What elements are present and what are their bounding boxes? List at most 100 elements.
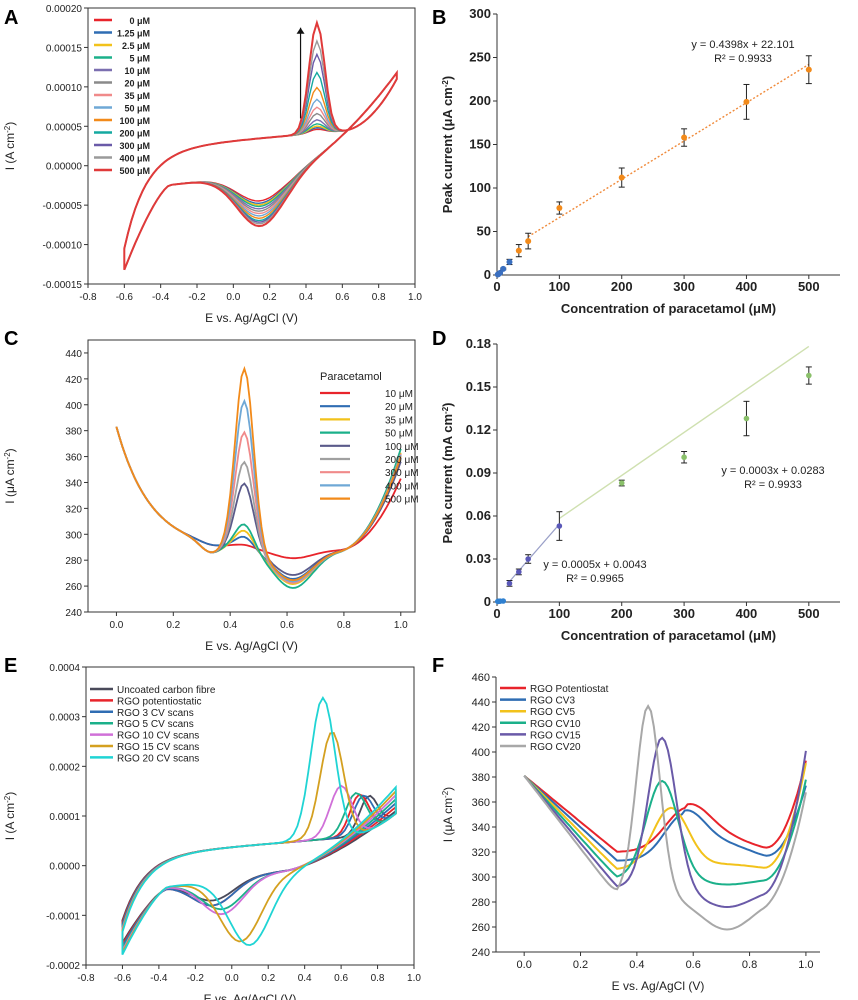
- y-tick-label: 150: [469, 137, 491, 152]
- chart-panel-d: 0 100 200 300 400 500 0 0.03 0.06 0.09 0.12 0.15 0.1…: [440, 336, 840, 643]
- y-tick-label: 0.00020: [46, 4, 83, 15]
- series-line: [121, 784, 397, 952]
- y-tick-label: -0.00005: [43, 201, 83, 212]
- y-tick-label: 340: [472, 822, 490, 834]
- data-point: [516, 569, 522, 575]
- x-tick-label: 400: [736, 279, 758, 294]
- legend-label: 2.5 μM: [122, 41, 150, 51]
- x-tick-label: 500: [798, 606, 820, 621]
- y-tick-label: 280: [472, 897, 490, 909]
- x-tick-label: 500: [798, 279, 820, 294]
- legend-label: RGO CV5: [530, 707, 575, 718]
- legend-label: 300 μM: [119, 141, 150, 151]
- y-tick-label: 280: [65, 556, 82, 567]
- series-line: [123, 70, 398, 271]
- y-tick-label: 0.15: [466, 379, 491, 394]
- y-tick-label: 0.00000: [46, 162, 83, 173]
- data-point: [500, 598, 507, 604]
- legend-label: 35 μM: [385, 415, 413, 426]
- x-tick-label: 0.0: [109, 620, 123, 631]
- x-tick-label: 300: [673, 606, 695, 621]
- x-tick-label: 100: [549, 606, 571, 621]
- legend-label: 300 μM: [385, 468, 419, 479]
- x-tick-label: 1.0: [798, 959, 813, 971]
- x-tick-label: 1.0: [408, 292, 422, 303]
- y-tick-label: 0.12: [466, 422, 491, 437]
- series-line: [115, 365, 402, 582]
- y-tick-label: 0.0004: [49, 663, 80, 674]
- y-axis-title: Peak current (mA cm-2): [440, 402, 455, 543]
- x-tick-label: -0.6: [114, 973, 132, 984]
- data-point: [525, 556, 531, 562]
- series-line: [123, 70, 398, 271]
- fit-equation-low: y = 0.0005x + 0.0043: [543, 559, 646, 571]
- x-axis-title: E vs. Ag/AgCl (V): [204, 992, 297, 1000]
- panel-label-f: F: [432, 655, 444, 677]
- x-tick-label: 1.0: [394, 620, 408, 631]
- y-tick-label: 300: [472, 872, 490, 884]
- chart-panel-e: -0.8 -0.6 -0.4 -0.2 0.0 0.2 0.4 0.6 0.8 1.0 -0.000…: [3, 663, 421, 1000]
- panel-label-b: B: [432, 7, 446, 29]
- y-tick-label: 340: [65, 478, 82, 489]
- chart-panel-a: -0.8 -0.6 -0.4 -0.2 0.0 0.2 0.4 0.6 0.8 1.0 -0.000…: [3, 4, 422, 325]
- y-tick-label: 0.09: [466, 465, 491, 480]
- legend-label: 400 μM: [119, 154, 150, 164]
- y-tick-label: 360: [472, 797, 490, 809]
- y-tick-label: 0.0000: [49, 862, 80, 873]
- y-tick-label: 0.0001: [49, 812, 80, 823]
- y-tick-label: 320: [472, 847, 490, 859]
- y-tick-label: -0.0002: [46, 961, 80, 972]
- x-tick-label: 0: [493, 279, 500, 294]
- y-tick-label: 0: [484, 267, 491, 282]
- x-tick-label: 0.8: [337, 620, 351, 631]
- x-tick-label: -0.4: [152, 292, 170, 303]
- chart-panel-c: 0.0 0.2 0.4 0.6 0.8 1.0 240 260 280 300 320 340 360 3…: [3, 339, 419, 653]
- x-tick-label: 1.0: [407, 973, 421, 984]
- series-line: [123, 70, 398, 271]
- data-point: [556, 205, 563, 212]
- x-axis-title: Concentration of paracetamol (μM): [561, 628, 776, 643]
- y-axis-title: I (A cm-2): [3, 122, 17, 170]
- legend-label: RGO 5 CV scans: [117, 719, 194, 730]
- y-tick-label: 400: [65, 401, 82, 412]
- y-axis-title: I (A cm-2): [3, 792, 17, 840]
- x-tick-label: 0.4: [299, 292, 313, 303]
- legend-label: RGO Potentiostat: [530, 684, 609, 695]
- y-axis-title: Peak current (μA cm-2): [440, 76, 455, 213]
- x-axis-title: E vs. Ag/AgCl (V): [205, 639, 298, 653]
- x-tick-label: 0.8: [742, 959, 757, 971]
- legend-label: Uncoated carbon fibre: [117, 685, 216, 696]
- x-tick-label: 200: [611, 606, 633, 621]
- series-line: [121, 793, 397, 948]
- series-line: [121, 696, 397, 956]
- y-tick-label: 320: [65, 504, 82, 515]
- legend-label: 500 μM: [119, 166, 150, 176]
- legend-label: 500 μM: [385, 495, 419, 506]
- x-tick-label: 0.8: [372, 292, 386, 303]
- y-tick-label: 400: [472, 747, 490, 759]
- data-point: [618, 174, 625, 181]
- panel-label-e: E: [4, 655, 17, 677]
- legend-label: RGO 10 CV scans: [117, 731, 199, 742]
- data-point: [681, 134, 688, 141]
- data-point: [805, 66, 812, 73]
- x-tick-label: 0.6: [280, 620, 294, 631]
- series-line: [121, 791, 397, 953]
- x-tick-label: 200: [611, 279, 633, 294]
- y-tick-label: -0.00010: [43, 241, 83, 252]
- y-tick-label: 250: [469, 50, 491, 65]
- legend-label: RGO 20 CV scans: [117, 753, 199, 764]
- y-tick-label: 50: [477, 224, 491, 239]
- y-tick-label: 0.00005: [46, 122, 83, 133]
- data-point: [515, 247, 522, 254]
- y-tick-label: 380: [472, 772, 490, 784]
- data-point: [500, 265, 507, 272]
- x-tick-label: 0.0: [225, 973, 239, 984]
- y-tick-label: 360: [65, 453, 82, 464]
- y-tick-label: 100: [469, 180, 491, 195]
- y-tick-label: 0.06: [466, 508, 491, 523]
- y-tick-label: 240: [472, 947, 490, 959]
- x-tick-label: 0.4: [223, 620, 237, 631]
- x-tick-label: 0.6: [686, 959, 701, 971]
